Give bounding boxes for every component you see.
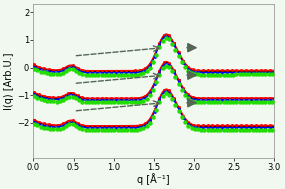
X-axis label: q [Å⁻¹]: q [Å⁻¹] <box>137 173 170 185</box>
Y-axis label: I(q) [Arb.U.]: I(q) [Arb.U.] <box>4 53 14 110</box>
